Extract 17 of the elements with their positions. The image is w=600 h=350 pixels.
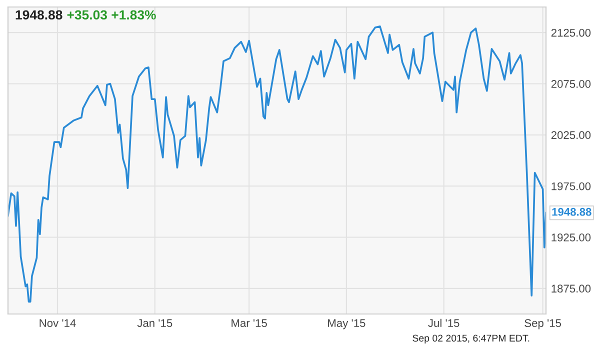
y-tick-label: 2025.00 [551,131,591,140]
y-tick-label: 1875.00 [552,284,591,293]
annotation: 1948.88 [552,208,592,216]
x-tick-label: Jan '15 [137,319,172,328]
x-tick-label: Nov '14 [40,319,76,328]
y-tick-label: 1975.00 [552,182,591,190]
x-tick-label: May '15 [328,319,366,330]
y-tick-label: 1925.00 [552,234,591,242]
chart-title: 1948.88 [16,10,62,20]
chart-subtitle: +35.03 +1.83% [67,10,156,20]
text: Sep 02 2015, 6:47PM EDT. [412,334,530,344]
line-series [8,26,546,303]
x-tick-label: Jul '15 [428,318,460,328]
x-tick-label: Sep '15 [524,319,562,330]
y-tick-label: 2125.00 [551,28,591,37]
y-tick-label: 2075.00 [551,80,591,88]
x-tick-label: Mar '15 [232,319,267,328]
